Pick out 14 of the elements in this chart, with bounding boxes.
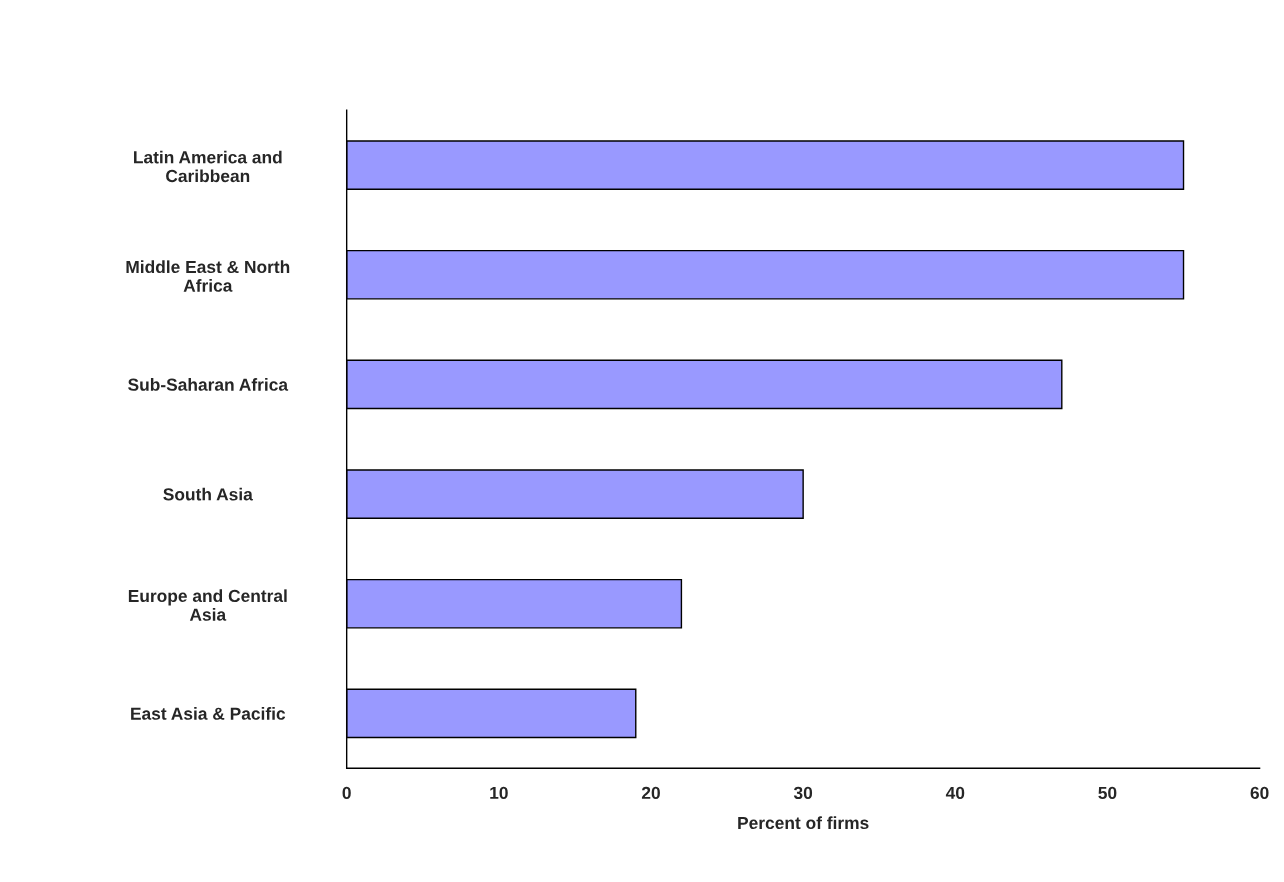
x-tick-label: 30 xyxy=(793,786,813,800)
y-tick-label: East Asia & Pacific xyxy=(131,707,286,720)
y-tick-label: Sub-Saharan Africa xyxy=(128,378,289,391)
x-tick-label: 40 xyxy=(945,786,965,800)
x-tick-label: 20 xyxy=(641,786,660,800)
y-tick-label: Latin America and Caribbean xyxy=(134,150,282,183)
x-tick-label: 10 xyxy=(490,786,508,800)
x-tick-label: 60 xyxy=(1250,786,1269,800)
x-tick-label: 0 xyxy=(342,786,351,800)
y-tick-label: Middle East & North Africa xyxy=(126,260,290,292)
x-axis-title: Percent of firms xyxy=(738,816,869,830)
x-tick-label: 50 xyxy=(1098,786,1117,800)
y-tick-label: South Asia xyxy=(163,487,253,501)
y-tick-label: Europe and Central Asia xyxy=(128,589,287,621)
